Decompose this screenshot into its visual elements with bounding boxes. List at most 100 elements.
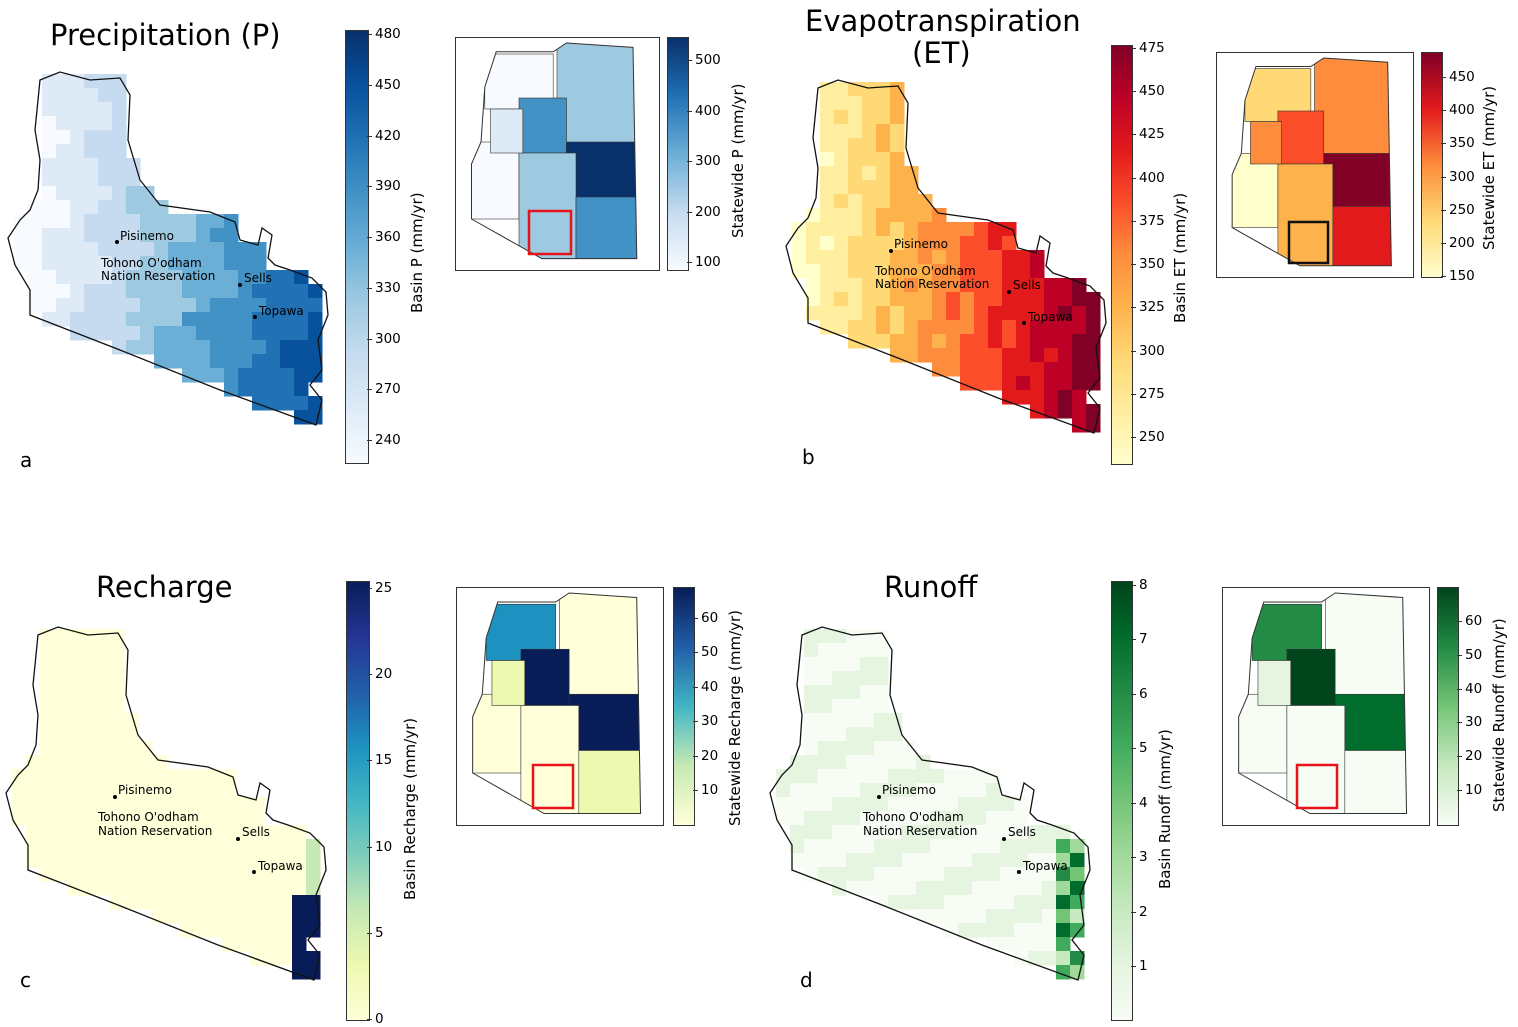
panel-d-statewide-colorbar-tick: 30 <box>1456 714 1483 731</box>
basin-grid-cell <box>1042 895 1057 910</box>
basin-boundary <box>5 626 327 981</box>
basin-grid-cell <box>166 811 181 826</box>
basin-grid-cell <box>806 306 821 321</box>
basin-grid-cell <box>932 264 947 279</box>
basin-grid-cell <box>848 292 863 307</box>
basin-grid-cell <box>280 382 295 397</box>
statewide-basin-region <box>1257 660 1292 706</box>
basin-grid-cell <box>222 853 237 868</box>
basin-grid-cell <box>154 270 169 285</box>
basin-grid-cell <box>154 326 169 341</box>
basin-grid-cell <box>1028 825 1043 840</box>
basin-grid-cell <box>98 130 113 145</box>
basin-grid-cell <box>68 699 83 714</box>
basin-grid-cell <box>972 909 987 924</box>
basin-grid-cell <box>98 200 113 215</box>
reservation-label-line2: Nation Reservation <box>98 824 213 838</box>
basin-grid-cell <box>56 172 71 187</box>
place-pisinemo: Pisinemo <box>118 783 172 797</box>
basin-grid-cell <box>110 685 125 700</box>
basin-grid-cell <box>82 839 97 854</box>
basin-grid-cell <box>862 82 877 97</box>
basin-grid-cell <box>238 368 253 383</box>
panel-d-basin-colorbar-tick: 7 <box>1131 631 1148 648</box>
basin-grid-cell <box>40 755 55 770</box>
basin-grid-cell <box>820 110 835 125</box>
basin-grid-cell <box>96 811 111 826</box>
basin-grid-cell <box>98 298 113 313</box>
basin-grid-cell <box>54 867 69 882</box>
basin-grid-cell <box>1070 909 1085 924</box>
basin-grid-cell <box>154 256 169 271</box>
basin-grid-cell <box>958 909 973 924</box>
basin-grid-cell <box>96 867 111 882</box>
basin-grid-cell <box>294 270 309 285</box>
basin-grid-cell <box>292 825 307 840</box>
basin-grid-cell <box>1072 278 1087 293</box>
basin-grid-cell <box>820 180 835 195</box>
basin-grid-cell <box>918 334 933 349</box>
basin-grid-cell <box>238 326 253 341</box>
basin-grid-cell <box>862 250 877 265</box>
panel-a-basin-colorbar-tick: 480 <box>367 26 401 42</box>
basin-grid-cell <box>1000 895 1015 910</box>
panel-a-basin-colorbar-tick: 360 <box>367 229 401 245</box>
basin-grid-cell <box>84 74 99 89</box>
basin-grid-cell <box>252 284 267 299</box>
basin-grid-cell <box>890 124 905 139</box>
basin-grid-cell <box>888 727 903 742</box>
basin-grid-cell <box>266 298 281 313</box>
basin-grid-cell <box>70 158 85 173</box>
basin-grid-cell <box>1044 376 1059 391</box>
basin-grid-cell <box>180 769 195 784</box>
basin-grid-cell <box>222 909 237 924</box>
panel-a-basin-colorbar-tick: 420 <box>367 127 401 144</box>
basin-grid-cell <box>818 783 833 798</box>
basin-grid-cell <box>70 284 85 299</box>
basin-grid-cell <box>306 867 321 882</box>
basin-grid-cell <box>834 180 849 195</box>
basin-grid-cell <box>806 208 821 223</box>
basin-grid-cell <box>140 312 155 327</box>
panel-a-statewide-colorbar-tick: 500 <box>687 52 721 68</box>
basin-grid-cell <box>832 853 847 868</box>
basin-grid-cell <box>1056 951 1071 966</box>
basin-grid-cell <box>124 811 139 826</box>
basin-grid-cell <box>98 144 113 159</box>
basin-grid-cell <box>946 278 961 293</box>
basin-grid-cell <box>834 152 849 167</box>
basin-grid-cell <box>96 713 111 728</box>
basin-grid-cell <box>1044 404 1059 419</box>
basin-grid-cell <box>210 242 225 257</box>
basin-grid-cell <box>790 839 805 854</box>
basin-grid-cell <box>834 264 849 279</box>
basin-grid-cell <box>834 194 849 209</box>
basin-grid-cell <box>958 797 973 812</box>
basin-grid-cell <box>168 214 183 229</box>
basin-grid-cell <box>918 250 933 265</box>
basin-grid-cell <box>54 727 69 742</box>
basin-grid-cell <box>804 839 819 854</box>
place-sells-marker <box>1002 837 1006 841</box>
basin-grid-cell <box>1016 320 1031 335</box>
basin-grid-cell <box>266 382 281 397</box>
basin-grid-cell <box>1014 839 1029 854</box>
basin-grid-cell <box>874 643 889 658</box>
basin-grid-cell <box>56 158 71 173</box>
basin-grid-cell <box>1014 853 1029 868</box>
basin-grid-cell <box>196 214 211 229</box>
basin-grid-cell <box>306 923 321 938</box>
basin-grid-cell <box>56 214 71 229</box>
basin-grid-cell <box>946 362 961 377</box>
basin-grid-cell <box>832 769 847 784</box>
basin-grid-cell <box>236 909 251 924</box>
basin-grid-cell <box>182 242 197 257</box>
basin-grid-cell <box>832 783 847 798</box>
basin-grid-cell <box>70 186 85 201</box>
basin-grid-cell <box>944 853 959 868</box>
basin-grid-cell <box>916 811 931 826</box>
basin-grid-cell <box>222 839 237 854</box>
basin-grid-cell <box>888 783 903 798</box>
basin-grid-cell <box>138 755 153 770</box>
